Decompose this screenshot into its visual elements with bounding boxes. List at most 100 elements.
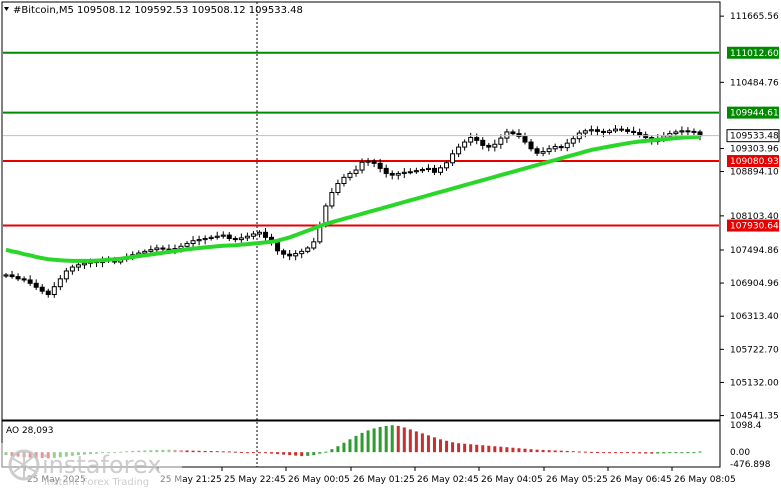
price-tick-label: 109303.96: [730, 145, 779, 155]
candle: [588, 125, 594, 136]
watermark-brand: instaforex: [42, 451, 162, 479]
price-axis: 111665.56 110484.76 109303.96 108894.10 1081…: [720, 12, 779, 422]
level-label-box: [727, 155, 779, 168]
candle: [407, 168, 413, 175]
ao-bar: [276, 452, 280, 455]
ao-bar: [70, 452, 74, 456]
candle: [244, 232, 250, 241]
time-tick-label: 25 May 2025: [27, 475, 86, 485]
candle: [15, 273, 21, 282]
candle: [389, 170, 395, 180]
ao-bar: [632, 452, 636, 454]
candle: [498, 134, 504, 149]
candle: [9, 270, 15, 279]
ao-bar: [662, 452, 666, 454]
candle: [305, 246, 311, 254]
ao-bar: [571, 451, 575, 453]
candle: [371, 158, 377, 168]
candle: [570, 135, 576, 147]
level-label: 109944.61: [730, 109, 779, 119]
candle: [395, 171, 401, 180]
ao-bar: [541, 449, 545, 453]
candle: [558, 144, 564, 152]
time-tick-label: 26 May 00:05: [288, 475, 350, 485]
ao-histogram: [4, 425, 702, 459]
ao-tick-label: 1098.4: [730, 421, 762, 431]
ao-bar: [420, 433, 424, 453]
ao-bar: [233, 451, 237, 453]
candle: [208, 234, 214, 241]
candle: [685, 127, 691, 136]
ao-bar: [457, 443, 461, 453]
candle: [510, 129, 516, 136]
candle: [335, 179, 341, 196]
time-tick-label: 26 May 01:25: [353, 475, 415, 485]
time-tick-label: 26 May 05:25: [546, 475, 608, 485]
level-label: 107930.64: [730, 222, 779, 232]
candle: [287, 250, 293, 261]
candle: [250, 231, 256, 240]
ao-bar: [481, 445, 485, 453]
candle: [401, 167, 407, 179]
ao-bar: [607, 452, 611, 454]
ao-bar: [46, 452, 50, 459]
ao-bar: [402, 427, 406, 453]
ao-bar: [372, 428, 376, 453]
ao-bar: [354, 435, 358, 453]
instaforex-logo: instaforex Instant Forex Trading: [0, 443, 182, 489]
ao-bar: [553, 450, 557, 453]
ao-bar: [547, 450, 551, 453]
candle: [69, 264, 75, 275]
candle: [57, 275, 63, 291]
candle: [534, 146, 540, 157]
time-tick-label: 25 May 21:25: [160, 475, 222, 485]
ao-bar: [155, 449, 159, 453]
ao-bar: [668, 452, 672, 454]
candle: [202, 235, 208, 245]
candle: [214, 231, 220, 240]
time-tick-label: 26 May 02:45: [417, 475, 479, 485]
candle: [480, 137, 486, 150]
ao-bar: [445, 440, 449, 453]
ao-bar: [119, 451, 123, 453]
ao-bar: [396, 425, 400, 453]
candle: [45, 288, 51, 298]
candle: [365, 158, 371, 166]
candle: [190, 236, 196, 248]
ao-bar: [318, 452, 322, 454]
ao-bar: [312, 452, 316, 456]
candle: [377, 158, 383, 173]
candle: [359, 158, 365, 174]
candle: [468, 132, 474, 146]
candle: [462, 139, 468, 151]
ao-bar: [517, 448, 521, 453]
ao-bar: [197, 450, 201, 453]
candle: [691, 128, 697, 137]
level-label-box: [727, 46, 779, 59]
ao-label: AO 28,093: [6, 426, 53, 436]
moving-average: [5, 134, 701, 263]
candle: [631, 126, 637, 136]
candle: [329, 187, 335, 209]
ao-bar: [674, 452, 678, 454]
price-tick-label: 108894.10: [730, 168, 779, 178]
price-tick-label: 106313.40: [730, 312, 779, 322]
chart-header: #Bitcoin,M5 109508.12 109592.53 109508.1…: [13, 5, 303, 16]
ao-bar: [88, 452, 92, 455]
candle: [425, 164, 431, 173]
ao-bar: [505, 447, 509, 453]
candle: [262, 228, 268, 241]
ao-bar: [493, 446, 497, 453]
ao-bar: [487, 445, 491, 453]
candle: [492, 139, 498, 152]
ao-bar: [16, 452, 20, 457]
ao-bar: [523, 448, 527, 453]
main-plot-frame: [1, 1, 721, 421]
ao-bar: [221, 451, 225, 453]
ao-bar: [215, 451, 219, 453]
time-tick-label: 26 May 04:05: [481, 475, 543, 485]
ao-bar: [463, 443, 467, 453]
level-label-box: [727, 219, 779, 232]
